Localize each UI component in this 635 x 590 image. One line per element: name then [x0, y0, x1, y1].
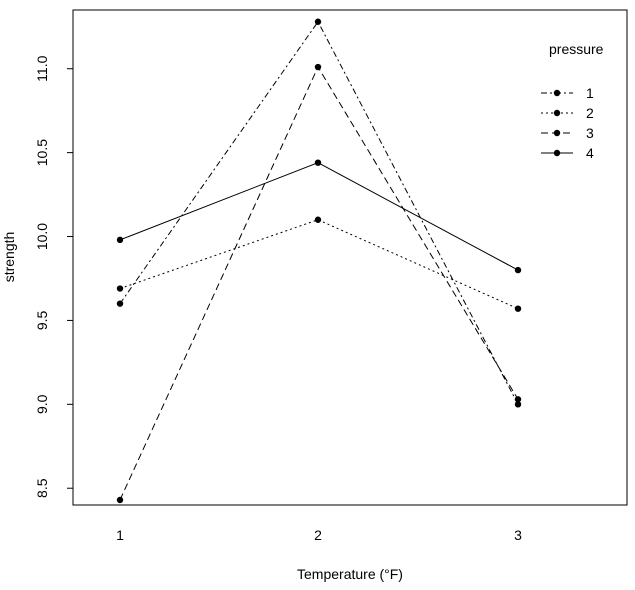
data-point	[116, 300, 124, 307]
data-point	[314, 18, 322, 25]
legend-label: 1	[586, 85, 594, 101]
legend-marker	[553, 149, 561, 157]
data-point	[514, 396, 522, 403]
series-pressure-4	[116, 159, 522, 274]
legend-entry: 4	[541, 145, 594, 161]
data-point	[116, 285, 124, 292]
x-axis: 1 2 3	[116, 527, 522, 543]
legend-label: 3	[586, 125, 594, 141]
legend-marker	[553, 129, 561, 137]
data-point	[116, 496, 124, 504]
data-point	[314, 159, 322, 166]
plot-frame	[72, 9, 628, 506]
data-point	[314, 63, 322, 71]
y-tick-label: 8.5	[34, 478, 50, 498]
legend-title: pressure	[549, 41, 604, 57]
y-tick-label: 10.0	[34, 223, 50, 250]
series-pressure-1	[116, 18, 522, 408]
series-line	[119, 20, 519, 405]
legend-label: 4	[586, 145, 594, 161]
legend-marker	[553, 89, 561, 97]
data-point	[116, 236, 124, 244]
series-line	[119, 219, 519, 310]
series-line	[119, 162, 519, 271]
series-pressure-2	[116, 216, 522, 312]
series-pressure-3	[116, 63, 522, 504]
y-axis-label: strength	[1, 232, 17, 283]
data-point	[514, 305, 522, 312]
y-axis: 8.5 9.0 9.5 10.0 10.5 11.0	[34, 55, 73, 498]
legend-entries: 1 2 3 4	[541, 85, 594, 161]
legend-entry: 3	[541, 125, 594, 141]
legend: pressure 1 2 3 4	[541, 41, 604, 161]
x-tick-label: 2	[314, 527, 322, 543]
legend-entry: 1	[541, 85, 594, 101]
y-tick-label: 10.5	[34, 139, 50, 166]
data-point	[514, 266, 522, 274]
legend-entry: 2	[541, 105, 594, 121]
series-layer	[116, 18, 522, 504]
data-point	[514, 401, 522, 408]
series-line	[119, 65, 519, 501]
x-tick-label: 3	[514, 527, 522, 543]
legend-marker	[553, 109, 561, 117]
x-axis-label: Temperature (°F)	[297, 566, 403, 582]
y-tick-label: 11.0	[34, 55, 50, 81]
x-tick-label: 1	[116, 527, 124, 543]
y-tick-label: 9.0	[34, 394, 50, 414]
y-tick-label: 9.5	[34, 310, 50, 330]
data-point	[314, 216, 322, 223]
legend-label: 2	[586, 105, 594, 121]
